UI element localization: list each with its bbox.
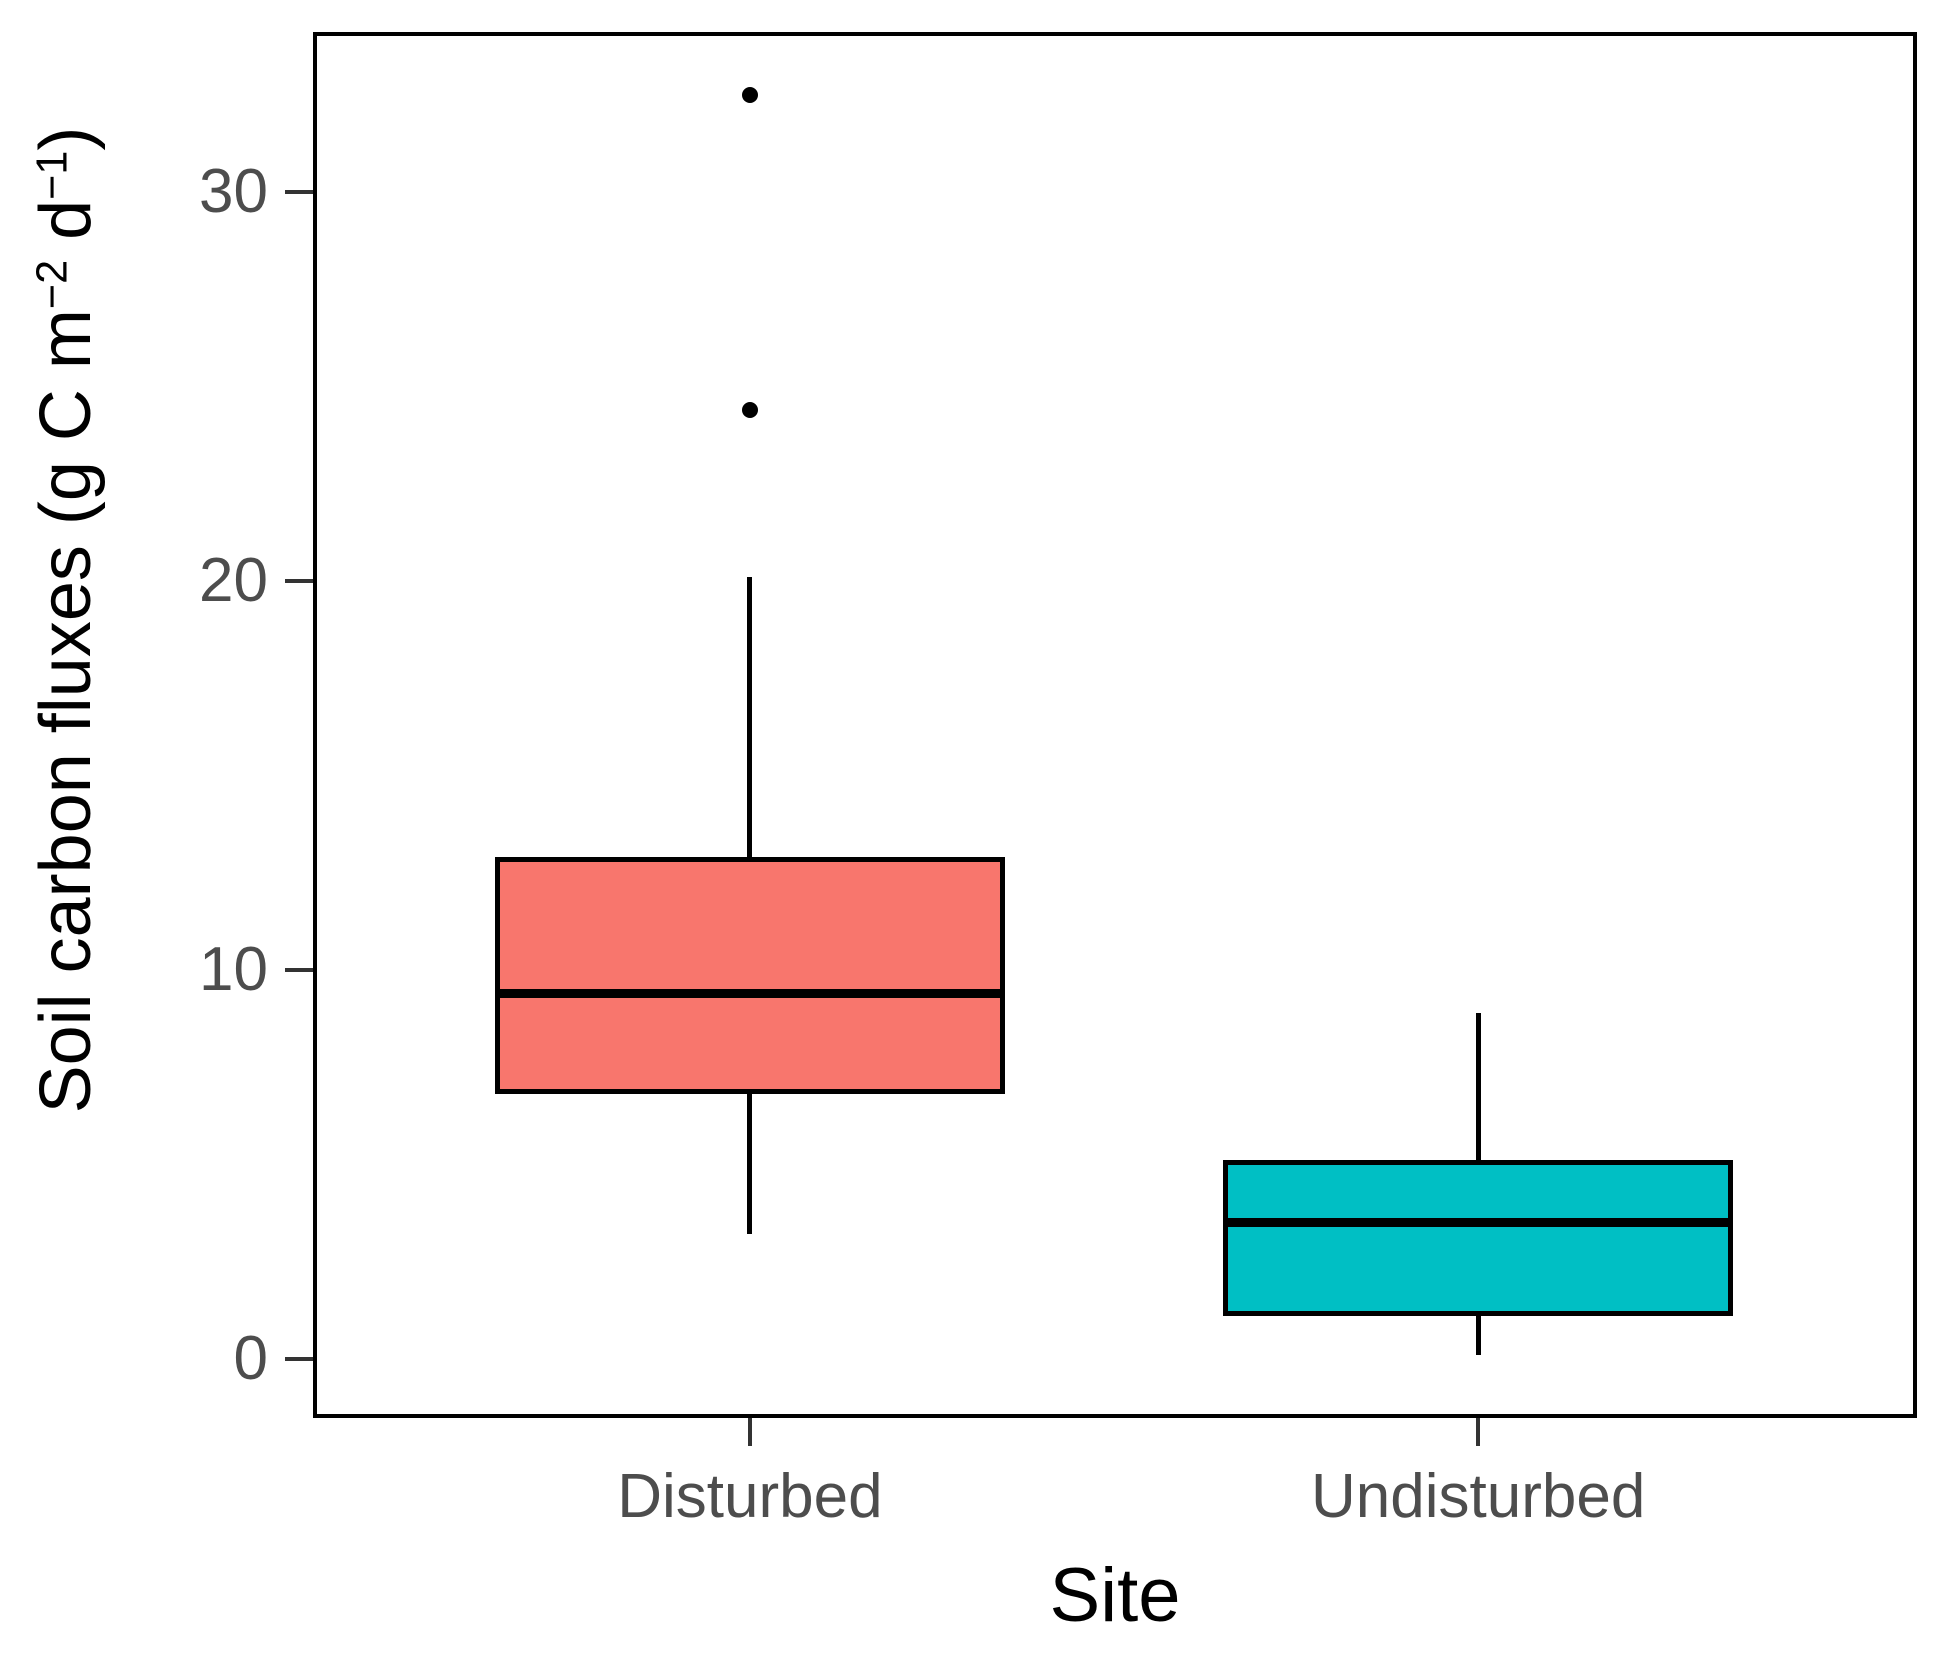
y-axis-title-sup-exponent: −2 (28, 259, 77, 310)
x-axis-title: Site (1049, 1553, 1181, 1638)
y-axis-title-sup-exponent-2: −1 (28, 150, 77, 200)
y-tick-label: 20 (199, 545, 268, 615)
whisker-lower-disturbed (747, 1094, 753, 1235)
y-tick-mark (285, 578, 313, 583)
whisker-upper-disturbed (747, 576, 753, 858)
y-axis-title-text-end: ) (26, 126, 106, 151)
median-line-undisturbed (1223, 1218, 1734, 1228)
outlier-point-disturbed (741, 401, 758, 418)
whisker-lower-undisturbed (1475, 1316, 1481, 1355)
y-axis-title-text: Soil carbon fluxes (g C m (26, 309, 106, 1114)
median-line-disturbed (494, 988, 1005, 998)
box-undisturbed (1223, 1160, 1734, 1317)
whisker-upper-undisturbed (1475, 1012, 1481, 1161)
x-tick-mark (747, 1418, 752, 1446)
y-tick-label: 0 (233, 1323, 268, 1393)
x-tick-label-undisturbed: Undisturbed (1310, 1462, 1646, 1531)
y-tick-mark (285, 967, 313, 972)
y-tick-mark (285, 1356, 313, 1361)
outlier-point-disturbed (741, 86, 758, 103)
x-tick-mark (1476, 1418, 1481, 1446)
y-axis-title-text-mid: d (26, 199, 106, 260)
y-tick-label: 10 (199, 934, 268, 1004)
y-tick-label: 30 (199, 156, 268, 226)
y-tick-mark (285, 189, 313, 194)
x-tick-label-disturbed: Disturbed (617, 1462, 883, 1531)
box-disturbed (494, 857, 1005, 1095)
